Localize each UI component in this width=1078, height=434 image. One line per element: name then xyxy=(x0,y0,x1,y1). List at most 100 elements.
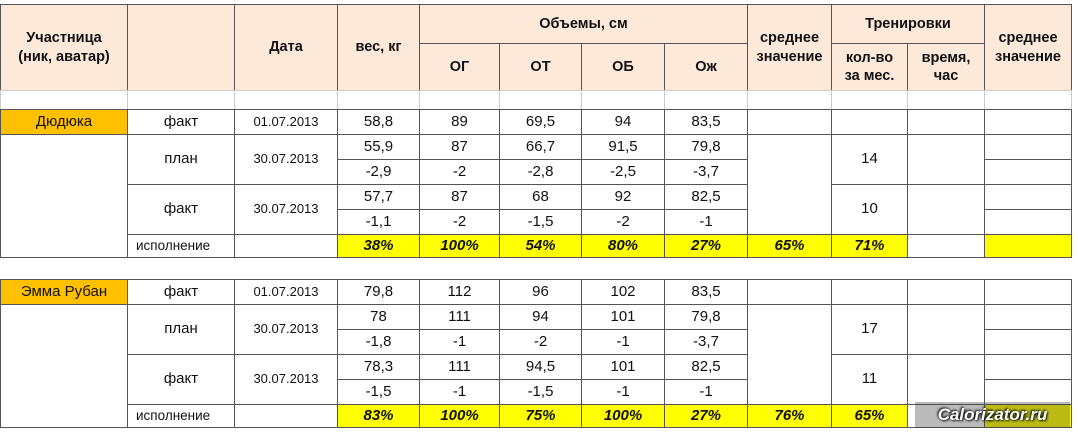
spacer xyxy=(831,90,908,110)
header-training-col: кол-во за мес. xyxy=(831,43,908,91)
value: 101 xyxy=(581,304,665,330)
execution-percent: 27% xyxy=(664,234,748,258)
value: 69,5 xyxy=(499,109,582,135)
cell xyxy=(907,109,985,135)
difference: -1,5 xyxy=(337,379,420,405)
spacer xyxy=(581,90,665,110)
cell xyxy=(747,134,832,235)
execution-percent: 38% xyxy=(337,234,420,258)
training-count: 10 xyxy=(831,184,908,235)
value: 79,8 xyxy=(337,279,420,305)
cell xyxy=(984,304,1072,330)
cell xyxy=(907,234,985,258)
header-volume-col: Ож xyxy=(664,43,748,91)
row-label: исполнение xyxy=(127,404,235,428)
difference: -2 xyxy=(419,159,500,185)
difference: -1 xyxy=(581,329,665,355)
value: 111 xyxy=(419,304,500,330)
watermark: Calorizator.ru xyxy=(915,402,1070,428)
date: 30.07.2013 xyxy=(234,134,338,185)
value: 89 xyxy=(419,109,500,135)
header-volumes: Объемы, см xyxy=(419,4,748,44)
difference: -1 xyxy=(581,379,665,405)
value: 87 xyxy=(419,134,500,160)
difference: -3,7 xyxy=(664,159,748,185)
training-count: 17 xyxy=(831,304,908,355)
training-time xyxy=(907,304,985,355)
header-average: среднее значение xyxy=(747,4,832,91)
participant-avatar xyxy=(0,134,128,258)
value: 96 xyxy=(499,279,582,305)
value: 112 xyxy=(419,279,500,305)
execution-average: 76% xyxy=(747,404,832,428)
spacer xyxy=(337,90,420,110)
training-count: 11 xyxy=(831,354,908,405)
difference: -1 xyxy=(664,209,748,235)
cell xyxy=(831,109,908,135)
header-volume-col: ОГ xyxy=(419,43,500,91)
value: 101 xyxy=(581,354,665,380)
difference: -2 xyxy=(581,209,665,235)
cell xyxy=(984,279,1072,305)
participant-avatar xyxy=(0,304,128,428)
training-time xyxy=(907,134,985,185)
difference: -1 xyxy=(419,329,500,355)
execution-average2 xyxy=(984,234,1072,258)
value: 91,5 xyxy=(581,134,665,160)
cell xyxy=(747,304,832,405)
value: 94 xyxy=(499,304,582,330)
difference: -2,8 xyxy=(499,159,582,185)
cell xyxy=(984,184,1072,210)
training-time xyxy=(907,354,985,405)
execution-count: 65% xyxy=(831,404,908,428)
row-label: план xyxy=(127,304,235,355)
value: 94 xyxy=(581,109,665,135)
value: 92 xyxy=(581,184,665,210)
value: 82,5 xyxy=(664,354,748,380)
cell xyxy=(984,109,1072,135)
row-label: факт xyxy=(127,184,235,235)
row-label: факт xyxy=(127,354,235,405)
difference: -1,1 xyxy=(337,209,420,235)
cell xyxy=(234,234,338,258)
difference: -2,9 xyxy=(337,159,420,185)
header-volume-col: ОТ xyxy=(499,43,582,91)
execution-average2 xyxy=(984,404,1072,428)
value: 82,5 xyxy=(664,184,748,210)
value: 78,3 xyxy=(337,354,420,380)
spacer xyxy=(419,90,500,110)
training-count: 14 xyxy=(831,134,908,185)
spacer xyxy=(234,90,338,110)
training-time xyxy=(907,184,985,235)
spacer xyxy=(127,90,235,110)
cell xyxy=(747,279,832,305)
execution-percent: 75% xyxy=(499,404,582,428)
cell xyxy=(907,279,985,305)
execution-percent: 100% xyxy=(419,234,500,258)
value: 94,5 xyxy=(499,354,582,380)
value: 79,8 xyxy=(664,304,748,330)
value: 83,5 xyxy=(664,109,748,135)
value: 66,7 xyxy=(499,134,582,160)
date: 01.07.2013 xyxy=(234,109,338,135)
execution-count: 71% xyxy=(831,234,908,258)
spacer xyxy=(0,90,128,110)
row-label: исполнение xyxy=(127,234,235,258)
row-label: факт xyxy=(127,279,235,305)
value: 68 xyxy=(499,184,582,210)
spacer xyxy=(664,90,748,110)
participant-name: Дюдюка xyxy=(0,109,128,135)
difference: -2 xyxy=(499,329,582,355)
difference: -3,7 xyxy=(664,329,748,355)
execution-percent: 27% xyxy=(664,404,748,428)
spacer xyxy=(907,90,985,110)
value: 83,5 xyxy=(664,279,748,305)
date: 30.07.2013 xyxy=(234,184,338,235)
header-participant: Участница (ник, аватар) xyxy=(0,4,128,91)
value: 102 xyxy=(581,279,665,305)
execution-average: 65% xyxy=(747,234,832,258)
difference: -1,8 xyxy=(337,329,420,355)
value: 55,9 xyxy=(337,134,420,160)
execution-percent: 100% xyxy=(419,404,500,428)
cell xyxy=(984,329,1072,355)
